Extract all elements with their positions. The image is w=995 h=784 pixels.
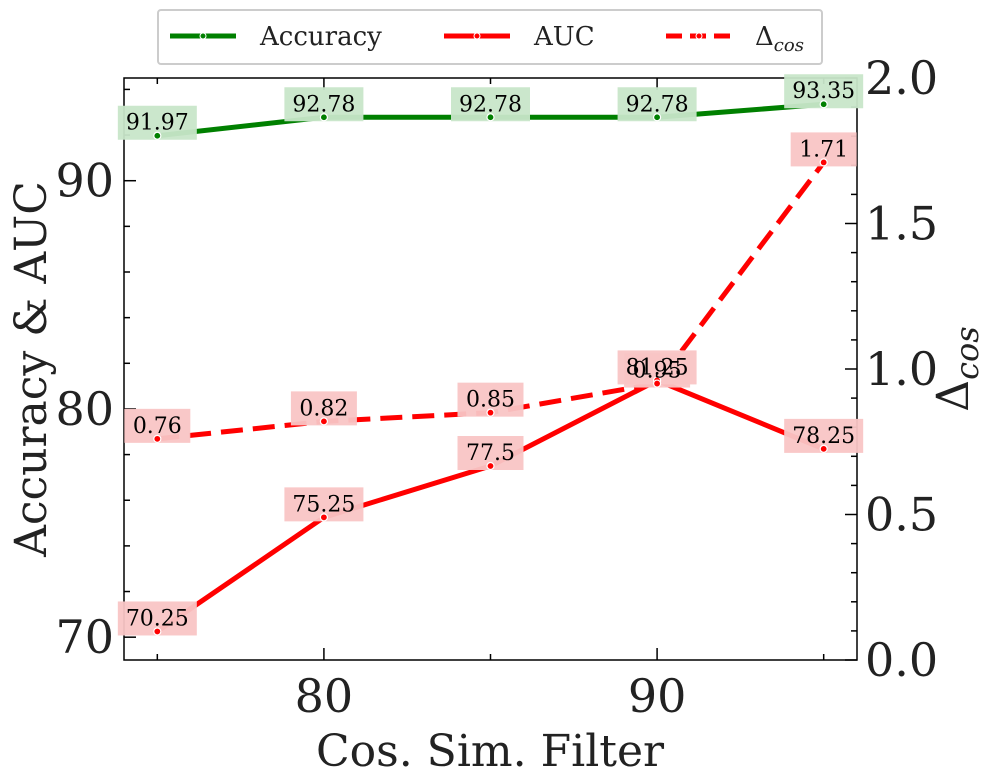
data-point (153, 627, 162, 636)
data-label: 77.5 (466, 441, 515, 466)
data-label: 78.25 (792, 424, 855, 449)
ticks: 80 90 70 80 90 0.0 0.5 1.0 1.5 2.0 (55, 51, 938, 723)
data-label: 81.25 (626, 355, 689, 380)
data-point (819, 444, 828, 453)
data-point (153, 434, 162, 443)
legend-auc-label: AUC (533, 22, 595, 52)
series-lines (155, 101, 826, 634)
y-axis-right-label: Δcos (928, 326, 986, 411)
y-right-tick-label: 1.5 (865, 197, 938, 251)
legend-delta-base: Δ (755, 22, 774, 52)
x-tick-label: 80 (295, 669, 354, 723)
y-axis-left-label: Accuracy & AUC (6, 181, 57, 558)
data-label: 0.82 (299, 396, 348, 421)
legend-auc-marker (473, 32, 481, 40)
legend: Accuracy AUC Δcos (157, 9, 823, 65)
y-axis-right-label-base: Δ (928, 380, 979, 412)
series-line-1 (155, 377, 825, 634)
data-point (153, 131, 162, 140)
data-label: 0.85 (466, 388, 515, 413)
data-point (319, 113, 329, 122)
data-point (652, 113, 662, 122)
data-labels: 91.97 92.78 92.78 92.78 93.35 70.25 75.25 77.5 8… (126, 79, 855, 631)
data-point (319, 513, 329, 522)
data-point (486, 408, 495, 417)
data-point (652, 379, 662, 388)
y-right-tick-label: 0.0 (865, 633, 938, 687)
data-label: 1.71 (799, 137, 848, 162)
y-right-tick-label: 2.0 (865, 51, 938, 105)
y-left-tick-label: 80 (55, 382, 114, 436)
legend-delta-marker (695, 32, 703, 40)
data-point (819, 158, 828, 167)
data-point (486, 461, 495, 471)
legend-delta-sub: cos (774, 35, 804, 56)
legend-accuracy-marker (199, 32, 207, 40)
data-label: 0.95 (633, 359, 682, 384)
data-label: 92.78 (459, 92, 522, 117)
y-left-tick-label: 90 (55, 154, 114, 208)
y-left-tick-label: 70 (55, 610, 114, 664)
y-axis-right-label-sub: cos (948, 326, 986, 380)
x-axis-label: Cos. Sim. Filter (316, 726, 665, 777)
legend-accuracy-label: Accuracy (259, 22, 382, 52)
data-label: 75.25 (292, 492, 355, 517)
data-label: 92.78 (292, 92, 355, 117)
data-point (819, 100, 828, 109)
data-label: 70.25 (126, 606, 189, 631)
x-tick-label: 90 (628, 669, 687, 723)
plot-frame (123, 77, 858, 661)
data-label: 93.35 (792, 79, 855, 104)
data-point (319, 417, 329, 426)
data-label: 0.76 (133, 414, 182, 439)
series-markers (153, 100, 828, 636)
data-label: 92.78 (626, 92, 689, 117)
legend-delta-label: Δcos (755, 22, 804, 56)
y-right-tick-label: 1.0 (865, 342, 938, 396)
data-point (486, 113, 495, 122)
data-label-boxes (117, 74, 864, 636)
data-label: 91.97 (126, 111, 189, 136)
y-right-tick-label: 0.5 (865, 488, 938, 542)
